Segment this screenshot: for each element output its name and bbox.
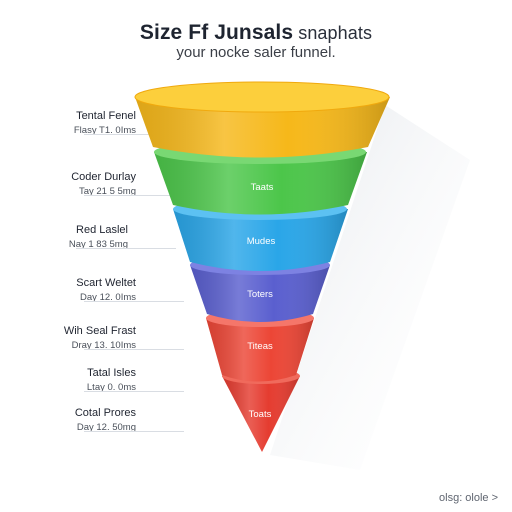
stage-meta: Flasy T1. 0Ims [73,125,136,136]
stage-label-1: Tental Fenel Flasy T1. 0Ims [48,110,184,137]
stage-label-4: Scart Weltet Day 12. 0Ims [48,277,184,304]
leader-line [84,134,184,135]
leader-line [84,195,184,196]
stage-meta: Day 12. 50mg [76,422,136,433]
segment-text: Toats [249,409,272,420]
title-main: Size Ff Junsals [139,21,294,44]
stage-label-6: Tatal Isles Ltay 0. 0ms [48,367,184,394]
chevron-right-icon: > [491,492,498,504]
stage-label-5: Wih Seal Frast Dray 13. 10Ims [48,325,184,352]
stage-name: Wih Seal Frast [63,325,136,337]
segment-text: Titeas [247,341,273,352]
stage-label-2: Coder Durlay Tay 21 5 5mg [48,171,184,198]
stage-label-3: Red Laslel Nay 1 83 5mg [40,224,176,251]
segment-text: Taats [251,182,274,193]
stage-name: Tatal Isles [87,367,136,379]
segment-text: Mudes [247,236,276,247]
stage-name: Coder Durlay [71,171,136,183]
leader-line [76,248,176,249]
funnel-segment-1 [134,81,390,158]
stage-meta: Day 12. 0Ims [80,292,136,303]
leader-line [84,431,184,432]
funnel-segment-4: Toters [190,255,330,322]
leader-line [84,349,184,350]
stage-label-7: Cotal Prores Day 12. 50mg [48,407,184,434]
stage-name: Red Laslel [76,224,128,236]
funnel-shadow [270,105,470,470]
stage-name: Tental Fenel [76,110,136,122]
stage-meta: Dray 13. 10Ims [71,340,136,351]
stage-meta: Tay 21 5 5mg [78,186,136,197]
stage-meta: Nay 1 83 5mg [68,239,128,250]
page-subtitle: your nocke saler funnel. [176,44,336,61]
segment-text: Toters [247,289,273,300]
page-title: Size Ff Junsals snaphats [0,20,512,46]
stage-meta: Ltay 0. 0ms [86,382,136,393]
title-tail: snaphats [293,23,373,43]
stage-name: Scart Weltet [76,277,136,289]
leader-line [84,301,184,302]
footer-link[interactable]: olsg: olole > [439,492,498,504]
footer-text: olsg: olole [439,492,489,504]
stage-name: Cotal Prores [74,407,136,419]
leader-line [84,391,184,392]
